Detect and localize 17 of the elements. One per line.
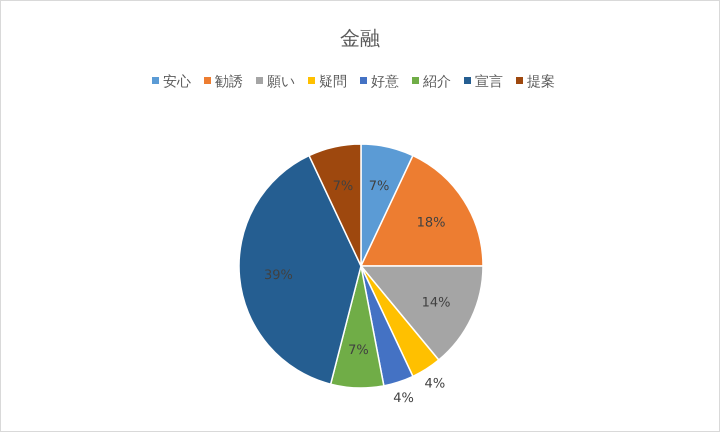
legend-label: 宣言: [475, 74, 503, 90]
legend-label: 好意: [371, 74, 399, 90]
legend-label: 願い: [267, 74, 295, 90]
data-label: 7%: [332, 179, 354, 194]
legend-label: 疑問: [319, 74, 347, 90]
legend-label: 紹介: [422, 74, 451, 90]
data-label: 18%: [416, 216, 446, 231]
data-label: 39%: [264, 268, 293, 283]
data-label: 4%: [424, 376, 446, 392]
legend-label: 勧誘: [215, 74, 243, 90]
data-label: 4%: [393, 391, 414, 406]
legend-label: 提案: [527, 73, 555, 90]
data-label: 14%: [422, 295, 451, 310]
chart-title: 金融: [340, 26, 380, 50]
data-label: 7%: [368, 179, 390, 194]
legend-label: 安心: [163, 74, 191, 90]
data-label: 7%: [348, 342, 369, 358]
